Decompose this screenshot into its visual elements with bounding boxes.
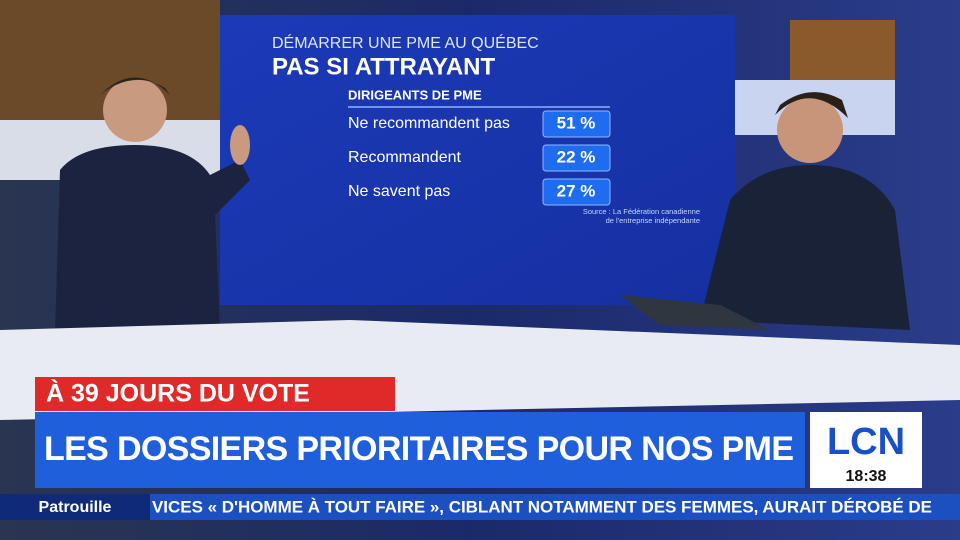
graphic-subtitle: DIRIGEANTS DE PME [348,87,482,102]
row-label: Recommandent [348,149,462,166]
ticker-label: Patrouille [39,499,112,516]
source-line: de l'entreprise indépendante [606,216,700,225]
source-line: Source : La Fédération canadienne [583,207,700,216]
banner-box [35,377,395,411]
laptop [620,295,770,330]
value-box [542,110,611,138]
presenter-body [55,145,250,330]
wood-wall-right [790,20,895,80]
row-label: Ne recommandent pas [348,115,510,132]
clock: 18:38 [846,468,887,485]
ticker-label-box [0,494,150,520]
presenter-hand [230,125,250,165]
row-value: 51 % [557,113,596,132]
video-wall [220,15,735,305]
row-label: Ne savent pas [348,183,450,200]
value-box [542,178,611,206]
graphic-title: PAS SI ATTRAYANT [272,53,495,80]
anchor-hair [775,92,848,118]
anchor-body [700,165,910,330]
ticker-text: VICES « D'HOMME À TOUT FAIRE », CIBLANT … [152,497,932,516]
headline-box [35,412,805,488]
anchor-head [777,97,843,163]
graphic-kicker: DÉMARRER UNE PME AU QUÉBEC [272,33,539,52]
value-box [542,144,611,172]
banner-text: À 39 JOURS DU VOTE [46,379,310,408]
row-value: 22 % [557,147,596,166]
headline-text: LES DOSSIERS PRIORITAIRES POUR NOS PME [44,430,794,468]
logo: LCN [827,421,905,463]
logo-box [810,412,922,488]
row-value: 27 % [557,181,596,200]
presenter-hair [100,77,170,95]
ticker-bar [0,494,960,520]
presenter-head [103,78,167,142]
